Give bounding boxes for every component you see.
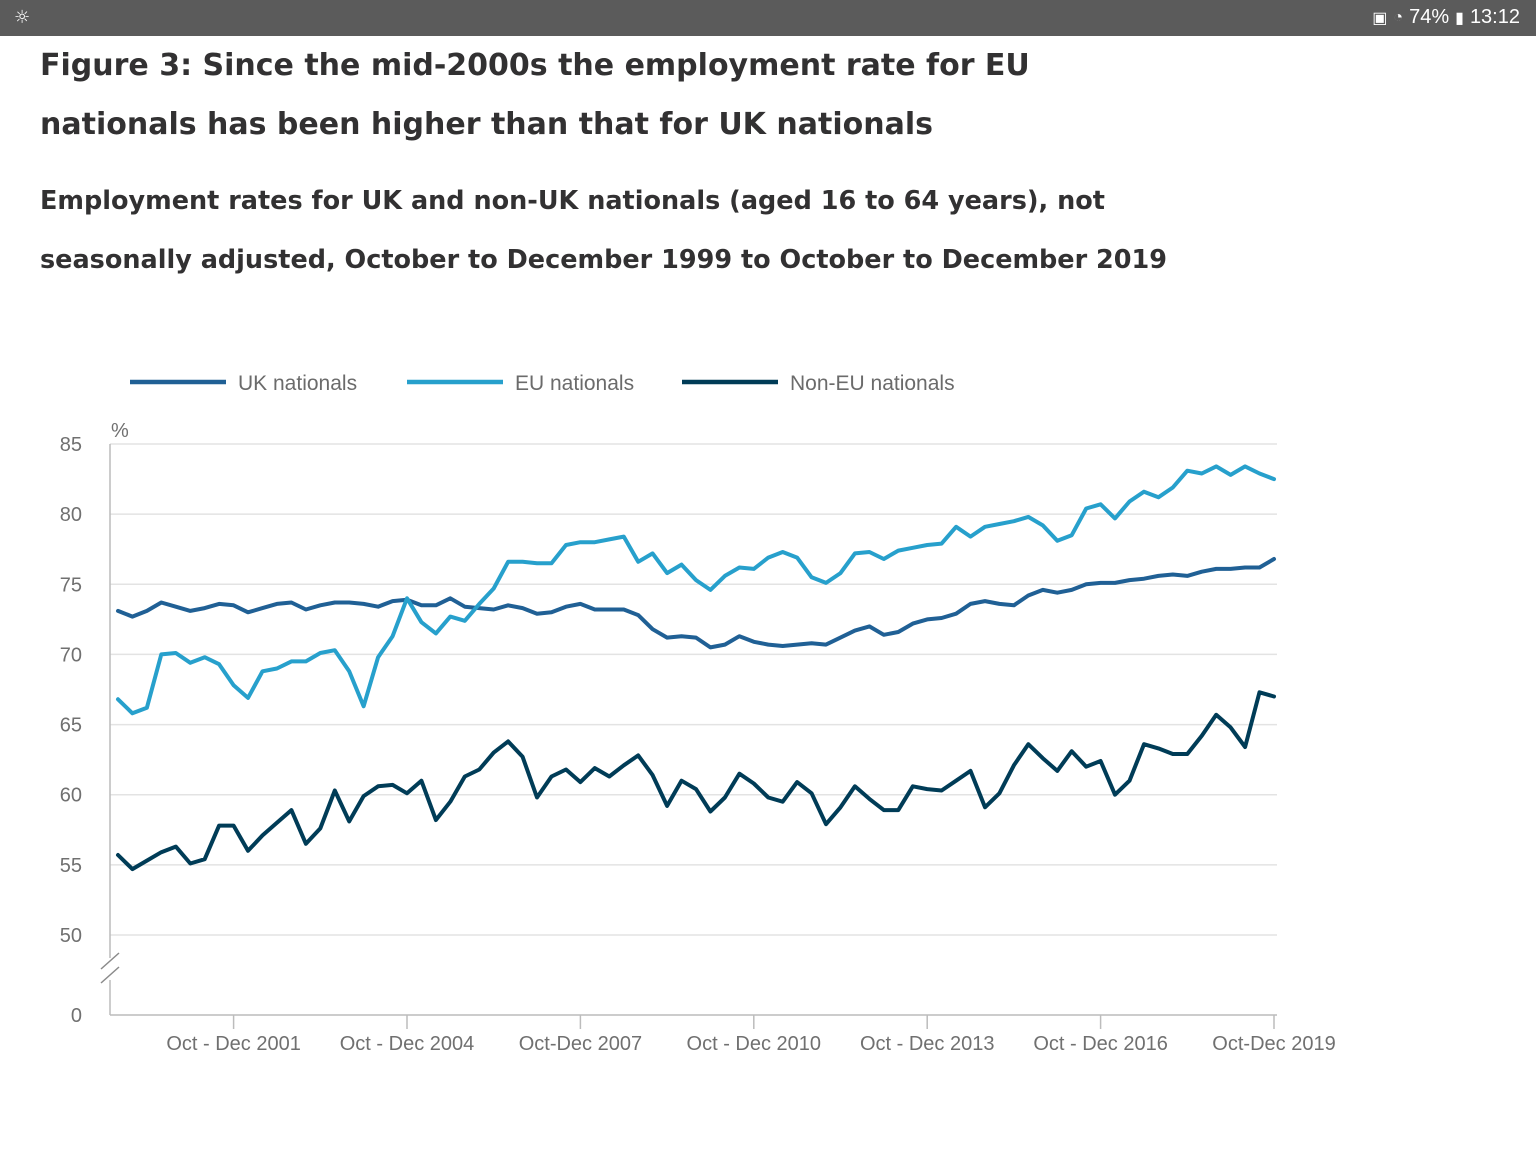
- y-tick-label: 50: [60, 925, 82, 947]
- figure-subtitle: Employment rates for UK and non-UK natio…: [40, 186, 1168, 275]
- legend-label-eu: EU nationals: [515, 372, 634, 395]
- legend-label-noneu: Non-EU nationals: [790, 372, 955, 395]
- y-tick-label: 65: [60, 715, 82, 737]
- x-tick-label: Oct-Dec 2019: [1212, 1033, 1335, 1055]
- clock: 13:12: [1469, 6, 1520, 28]
- axis-break-mark: [100, 966, 120, 984]
- y-tick-label: 60: [60, 785, 82, 807]
- legend: UK nationals EU nationals Non-EU nationals: [130, 372, 955, 395]
- gridlines: [110, 443, 1277, 936]
- y-tick-label: 75: [60, 574, 82, 596]
- status-right: ▣ ◔ 74% ▮ 13:12: [1372, 6, 1520, 29]
- figure-title: Figure 3: Since the mid-2000s the employ…: [40, 48, 1030, 142]
- x-tick-label: Oct-Dec 2007: [519, 1033, 642, 1055]
- battery-percent: 74%: [1409, 6, 1450, 28]
- battery-icon: ▮: [1455, 9, 1464, 27]
- y-tick-label: 70: [60, 644, 82, 666]
- x-tick-label: Oct - Dec 2013: [860, 1033, 995, 1055]
- x-tick-label: Oct - Dec 2010: [687, 1033, 822, 1055]
- x-tick-label: Oct - Dec 2016: [1033, 1033, 1168, 1055]
- battery-saver-icon: ▣: [1372, 9, 1388, 27]
- y-axis-unit: %: [111, 420, 129, 442]
- y-tick-label: 85: [60, 434, 82, 456]
- series-line-noneu: [116, 690, 1276, 872]
- y-axis: 0 50 55 60 65 70 75 80 85%: [60, 420, 129, 1027]
- legend-label-uk: UK nationals: [238, 372, 357, 395]
- weather-icon: ☼: [14, 7, 31, 28]
- y-tick-label: 80: [60, 504, 82, 526]
- status-bar: ☼ ▣ ◔ 74% ▮ 13:12: [0, 0, 1536, 36]
- wifi-icon: ◔: [1393, 8, 1404, 26]
- employment-rate-chart: UK nationals EU nationals Non-EU nationals…: [60, 372, 1336, 1055]
- x-tick-label: Oct - Dec 2001: [166, 1033, 301, 1055]
- y-tick-label: 55: [60, 855, 82, 877]
- series-line-uk: [116, 557, 1276, 650]
- axis-break-mark: [100, 952, 120, 970]
- figure-header: Figure 3: Since the mid-2000s the employ…: [40, 36, 1190, 290]
- series-lines: [116, 464, 1276, 872]
- series-line-eu: [116, 464, 1276, 716]
- x-tick-label: Oct - Dec 2004: [340, 1033, 475, 1055]
- x-axis: Oct - Dec 2001 Oct - Dec 2004 Oct-Dec 2007…: [110, 1014, 1336, 1055]
- y-tick-label: 0: [71, 1005, 82, 1027]
